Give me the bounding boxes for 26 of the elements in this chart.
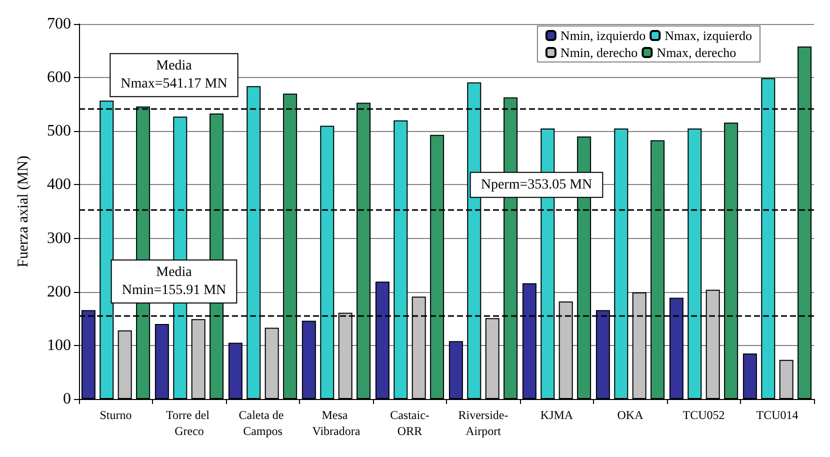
ref-line-label: Media Nmax=541.17 MN: [120, 58, 228, 92]
x-tick-label: Riverside-Airport: [458, 408, 508, 438]
x-tick-label: TCU052: [682, 408, 725, 422]
legend-label: Nmax, izquierdo: [664, 28, 752, 43]
x-tick-label: Mesa Vibradora: [312, 408, 361, 438]
y-tick-label: 600: [47, 69, 71, 86]
legend-label: Nmax, derecho: [656, 45, 736, 60]
x-tick-label: OKA: [617, 408, 644, 422]
y-tick-label: 200: [47, 283, 71, 300]
legend-label: Nmin, izquierdo: [560, 28, 646, 43]
x-tick-label: Castaic-ORR: [390, 408, 430, 438]
y-tick-label: 700: [47, 16, 71, 32]
x-tick-label: KJMA: [540, 408, 574, 422]
x-tick-label: Sturno: [100, 408, 132, 422]
legend-label: Nmin, derecho: [560, 45, 638, 60]
x-tick-label: TCU014: [756, 408, 798, 422]
ref-line-label: Media Nmin=155.91 MN: [122, 264, 226, 298]
ref-line-label: Nperm=353.05 MN: [480, 177, 592, 192]
x-tick-label: Torre del Greco: [166, 408, 212, 438]
y-tick-label: 0: [63, 390, 71, 408]
y-tick-label: 300: [47, 230, 71, 247]
y-tick-label: 500: [47, 122, 71, 140]
y-tick-label: 400: [47, 176, 71, 194]
y-tick-label: 100: [47, 336, 71, 354]
y-axis-title: Fuerza axial (MN): [16, 156, 32, 268]
x-tick-label: Caleta de Campos: [238, 408, 287, 438]
